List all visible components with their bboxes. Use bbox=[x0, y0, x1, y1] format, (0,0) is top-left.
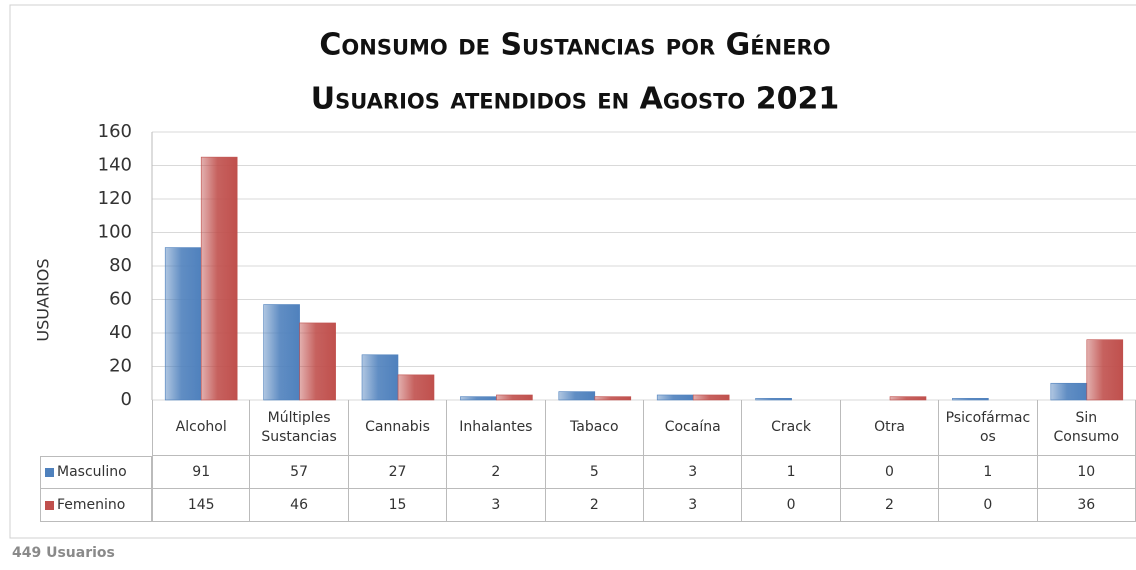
bar bbox=[692, 394, 730, 401]
y-tick-label: 100 bbox=[98, 222, 132, 243]
y-tick-label: 0 bbox=[121, 389, 132, 410]
bar bbox=[164, 247, 202, 401]
category-label: Psicofármacos bbox=[939, 400, 1038, 456]
category-label: Inhalantes bbox=[447, 400, 546, 456]
y-axis-label: USUARIOS bbox=[34, 258, 53, 341]
y-tick-label: 160 bbox=[98, 121, 132, 142]
category-label: Crack bbox=[742, 400, 841, 456]
table-value: 0 bbox=[840, 456, 940, 489]
table-value: 0 bbox=[939, 489, 1038, 522]
table-value: 1 bbox=[742, 456, 841, 489]
y-tick-label: 40 bbox=[109, 322, 132, 343]
bar bbox=[263, 304, 300, 401]
bar bbox=[594, 396, 632, 401]
table-value: 36 bbox=[1037, 489, 1136, 522]
bar bbox=[496, 394, 533, 401]
table-value: 15 bbox=[348, 489, 448, 522]
legend-key: Masculino bbox=[40, 456, 152, 489]
legend-label: Femenino bbox=[57, 496, 126, 513]
category-label: Alcohol bbox=[152, 400, 251, 456]
y-tick-label: 140 bbox=[98, 155, 132, 176]
bar bbox=[397, 374, 435, 401]
y-tick-label: 80 bbox=[109, 255, 132, 276]
category-label: Otra bbox=[840, 400, 940, 456]
table-value: 145 bbox=[152, 489, 251, 522]
category-label: Cocaína bbox=[644, 400, 743, 456]
table-value: 3 bbox=[644, 489, 743, 522]
category-label: Tabaco bbox=[545, 400, 644, 456]
legend-label: Masculino bbox=[57, 464, 127, 480]
chart-subtitle: Usuarios atendidos en Agosto 2021 bbox=[311, 82, 839, 117]
bar bbox=[952, 398, 989, 401]
y-tick-label: 20 bbox=[109, 356, 132, 377]
bar bbox=[755, 398, 792, 401]
table-value: 3 bbox=[644, 456, 743, 489]
note: 449 Usuarios bbox=[12, 545, 115, 561]
category-label: Sin Consumo bbox=[1037, 400, 1136, 456]
bar bbox=[889, 396, 927, 401]
table-value: 2 bbox=[840, 489, 940, 522]
legend-key: Femenino bbox=[40, 489, 152, 522]
category-label: Cannabis bbox=[348, 400, 448, 456]
y-tick-label: 120 bbox=[98, 188, 132, 209]
table-value: 2 bbox=[447, 456, 546, 489]
table-value: 5 bbox=[545, 456, 644, 489]
bar bbox=[1086, 339, 1124, 401]
y-tick-label: 60 bbox=[109, 289, 132, 310]
table-value: 3 bbox=[447, 489, 546, 522]
chart-border bbox=[9, 4, 1136, 539]
chart-title: Consumo de Sustancias por Género bbox=[319, 28, 830, 63]
table-value: 46 bbox=[250, 489, 349, 522]
table-value: 57 bbox=[250, 456, 349, 489]
bar bbox=[558, 391, 596, 401]
legend-swatch bbox=[45, 500, 54, 510]
table-value: 2 bbox=[545, 489, 644, 522]
bar bbox=[200, 156, 238, 401]
bar bbox=[1050, 382, 1088, 401]
table-value: 91 bbox=[152, 456, 251, 489]
table-value: 0 bbox=[742, 489, 841, 522]
bar bbox=[299, 322, 336, 401]
legend-swatch bbox=[45, 468, 54, 477]
category-label: Múltiples Sustancias bbox=[250, 400, 349, 456]
table-value: 27 bbox=[348, 456, 448, 489]
bar bbox=[361, 354, 399, 401]
table-value: 1 bbox=[939, 456, 1038, 489]
table-value: 10 bbox=[1037, 456, 1136, 489]
